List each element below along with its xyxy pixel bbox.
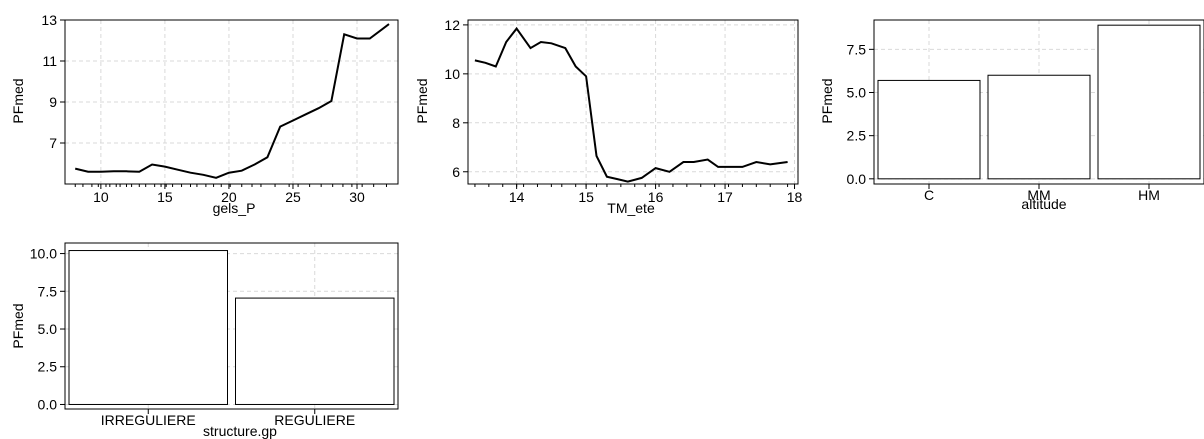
- y-tick-label: 7.5: [847, 41, 867, 57]
- y-tick-label: 9: [49, 94, 57, 110]
- x-tick-label: 15: [578, 189, 594, 205]
- x-axis-title: structure.gp: [203, 423, 277, 439]
- panel-gels-p: 10 15 20 25 30 7 9 11 13 gels_P PFmed: [10, 12, 399, 216]
- x-axis-title: TM_ete: [607, 200, 655, 216]
- series-line: [74, 23, 390, 179]
- y-tick-label: 2.5: [847, 128, 867, 144]
- y-tick-label: 11: [42, 53, 57, 69]
- x-tick-label: C: [924, 187, 934, 203]
- plot-area: 10 15 20 25 30 7 9 11 13: [41, 12, 399, 205]
- plot-frame: [467, 19, 799, 185]
- bar: [877, 79, 981, 180]
- y-axis-title: PFmed: [414, 78, 430, 123]
- bar: [1097, 24, 1201, 180]
- y-tick-label: 5.0: [847, 85, 867, 101]
- y-tick-label: 0.0: [38, 396, 58, 412]
- x-axis-title: gels_P: [213, 200, 256, 216]
- y-tick-label: 10: [444, 66, 460, 82]
- panel-tm-ete: 14 15 16 17 18 6 8 10 12 TM_ete PFmed: [414, 17, 803, 216]
- x-tick-label: 10: [93, 189, 109, 205]
- plot-area: 14 15 16 17 18 6 8 10 12: [444, 17, 802, 205]
- bar: [68, 250, 228, 405]
- bar: [987, 74, 1091, 180]
- x-tick-label: 17: [717, 189, 733, 205]
- y-axis-title: PFmed: [819, 78, 835, 123]
- y-tick-label: 5.0: [38, 321, 58, 337]
- panel-altitude: 0.0 2.5 5.0 7.5 C MM HM altitude PFmed: [819, 19, 1204, 212]
- y-tick-label: 6: [452, 164, 460, 180]
- x-tick-label: 15: [157, 189, 173, 205]
- plot-frame: [64, 242, 399, 410]
- panel-structure-gp: 0.0 2.5 5.0 7.5 10.0 IRREGULIERE REGULIERE str…: [10, 242, 399, 439]
- x-tick-label: REGULIERE: [274, 412, 355, 428]
- y-tick-label: 13: [41, 12, 57, 28]
- bar: [235, 297, 395, 405]
- y-tick-label: 7.5: [38, 283, 58, 299]
- y-tick-label: 10.0: [30, 246, 57, 262]
- y-tick-label: 8: [452, 115, 460, 131]
- y-axis-title: PFmed: [10, 303, 26, 348]
- y-tick-label: 12: [444, 17, 460, 33]
- x-tick-label: 25: [285, 189, 301, 205]
- y-tick-label: 2.5: [38, 359, 58, 375]
- x-tick-label: 30: [349, 189, 365, 205]
- x-tick-label: IRREGULIERE: [101, 412, 196, 428]
- x-tick-label: 16: [648, 189, 664, 205]
- y-tick-label: 0.0: [847, 171, 867, 187]
- x-tick-label: MM: [1027, 187, 1050, 203]
- plot-frame: [64, 19, 399, 185]
- x-tick-label: HM: [1138, 187, 1160, 203]
- series-line: [474, 26, 788, 183]
- x-tick-label: 18: [787, 189, 803, 205]
- y-axis-title: PFmed: [10, 78, 26, 123]
- x-axis-title: altitude: [1021, 196, 1066, 212]
- plot-area: 0.0 2.5 5.0 7.5 10.0 IRREGULIERE REGULIERE: [30, 242, 399, 428]
- plot-area: 0.0 2.5 5.0 7.5 C MM HM: [847, 19, 1204, 203]
- y-tick-label: 7: [49, 135, 57, 151]
- x-tick-label: 20: [221, 189, 237, 205]
- x-tick-label: 14: [509, 189, 525, 205]
